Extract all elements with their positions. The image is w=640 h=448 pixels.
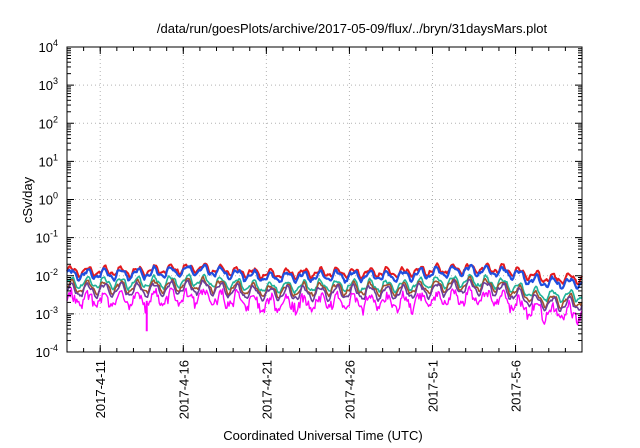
series-line bbox=[66, 273, 583, 304]
y-tick-exponent: -3 bbox=[50, 305, 58, 315]
x-tick-label: 2017-4-21 bbox=[259, 360, 274, 419]
y-tick-exponent: 4 bbox=[53, 38, 58, 48]
x-tick-label: 2017-4-11 bbox=[93, 360, 108, 418]
grid bbox=[67, 46, 582, 353]
y-tick-exponent: 0 bbox=[53, 191, 58, 201]
x-tick-label: 2017-5-6 bbox=[509, 360, 524, 412]
series-line bbox=[66, 285, 583, 326]
x-tick-label: 2017-4-16 bbox=[176, 360, 191, 419]
series-layer bbox=[66, 262, 583, 332]
x-axis-title: Coordinated Universal Time (UTC) bbox=[223, 428, 422, 443]
chart-title: /data/run/goesPlots/archive/2017-05-09/f… bbox=[157, 21, 548, 36]
series-line bbox=[66, 263, 583, 290]
series-line bbox=[66, 278, 583, 312]
x-tick-label: 2017-4-26 bbox=[342, 360, 357, 419]
y-tick-exponent: 2 bbox=[53, 114, 58, 124]
y-tick-exponent: 1 bbox=[53, 152, 58, 162]
ticks bbox=[66, 46, 583, 353]
y-tick-exponent: -1 bbox=[50, 229, 58, 239]
y-tick-exponent: -2 bbox=[50, 267, 58, 277]
x-tick-label: 2017-5-1 bbox=[425, 360, 440, 412]
y-axis-title: cSv/day bbox=[20, 176, 35, 223]
x-tick-labels: 2017-4-11 2017-4-16 2017-4-21 2017-4-26 2017… bbox=[93, 360, 523, 419]
y-tick-exponent: 3 bbox=[53, 76, 58, 86]
y-tick-exponent: -4 bbox=[50, 343, 58, 353]
